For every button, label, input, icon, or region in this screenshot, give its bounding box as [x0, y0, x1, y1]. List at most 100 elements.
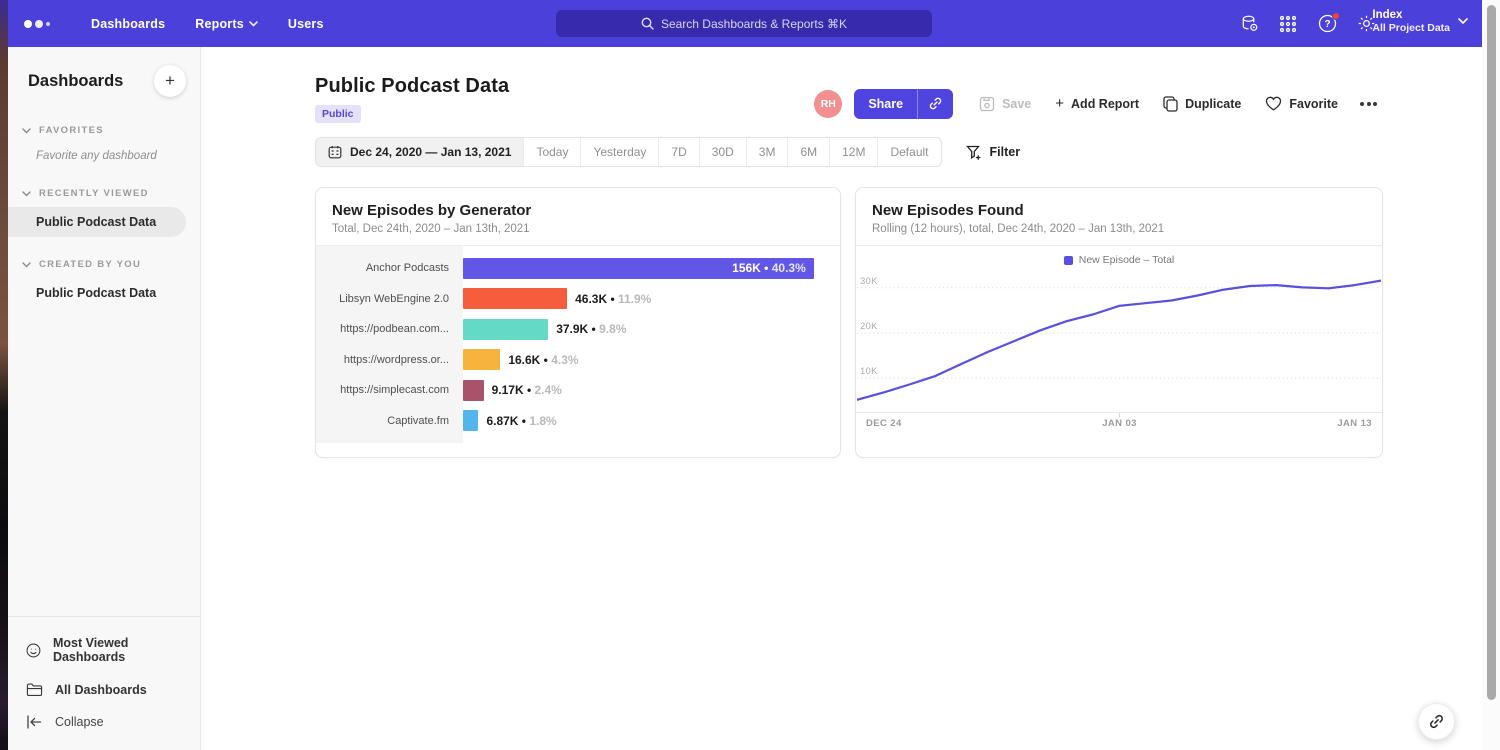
bar-segment[interactable]	[463, 380, 484, 401]
bar-value: 16.6K •	[508, 353, 551, 367]
line-chart-svg: 10K20K30K	[857, 272, 1381, 412]
bar-segment[interactable]	[463, 410, 478, 431]
date-filter-bar: Dec 24, 2020 — Jan 13, 2021 Today Yester…	[315, 137, 1020, 167]
sidebar-item-public-podcast-data[interactable]: Public Podcast Data	[8, 278, 200, 308]
link-icon	[1428, 713, 1445, 730]
chevron-down-icon	[249, 21, 258, 27]
section-favorites-header[interactable]: FAVORITES	[8, 121, 200, 140]
filter-button[interactable]: Filter	[966, 145, 1021, 160]
bar-value-label: 46.3K • 11.9%	[575, 292, 651, 306]
collapse-label: Collapse	[55, 715, 104, 729]
collapse-sidebar-button[interactable]: Collapse	[8, 706, 200, 738]
app-window: Dashboards Reports Users Search Dashboar…	[0, 0, 1500, 750]
dot-icon	[1367, 102, 1371, 106]
scrollbar-track[interactable]	[1482, 0, 1500, 750]
x-tick-jan03: JAN 03	[1102, 418, 1137, 429]
duplicate-button[interactable]: Duplicate	[1151, 88, 1253, 120]
more-options-button[interactable]	[1350, 94, 1383, 114]
most-viewed-dashboards-button[interactable]: Most Viewed Dashboards	[8, 627, 200, 673]
save-label: Save	[1002, 97, 1031, 111]
all-dashboards-button[interactable]: All Dashboards	[8, 673, 200, 706]
card-new-episodes-by-generator[interactable]: New Episodes by Generator Total, Dec 24t…	[315, 187, 841, 458]
bar-row: https://wordpress.or...16.6K • 4.3%	[316, 345, 840, 376]
sidebar-title: Dashboards	[28, 72, 123, 91]
bar-value: 6.87K •	[486, 414, 529, 428]
share-link-button[interactable]	[917, 89, 953, 119]
bar-segment[interactable]: 156K • 40.3%	[463, 258, 814, 279]
legend-swatch	[1064, 256, 1073, 265]
bar-category-label: Anchor Podcasts	[316, 262, 463, 274]
apps-grid-icon[interactable]	[1278, 14, 1298, 34]
preset-6m[interactable]: 6M	[788, 138, 830, 166]
bar-category-label: https://podbean.com...	[316, 323, 463, 335]
bar-segment[interactable]	[463, 288, 567, 309]
add-dashboard-button[interactable]: +	[154, 65, 186, 97]
card-new-episodes-found[interactable]: New Episodes Found Rolling (12 hours), t…	[855, 187, 1383, 458]
bar-percent: 4.3%	[551, 353, 578, 367]
link-icon	[928, 96, 943, 111]
preset-30d[interactable]: 30D	[700, 138, 747, 166]
nav-users[interactable]: Users	[273, 0, 339, 47]
collapse-arrow-icon	[26, 715, 43, 729]
project-scope: All Project Data	[1372, 22, 1450, 35]
filter-label: Filter	[990, 145, 1021, 159]
chevron-down-icon	[22, 262, 31, 268]
line-series[interactable]	[857, 281, 1381, 400]
project-switcher[interactable]: Index All Project Data	[1372, 8, 1468, 36]
bar-segment[interactable]	[463, 319, 548, 340]
bar-value-label: 37.9K • 9.8%	[556, 322, 626, 336]
preset-default[interactable]: Default	[878, 138, 940, 166]
sidebar: Dashboards + FAVORITES Favorite any dash…	[8, 47, 201, 750]
section-recently-viewed-header[interactable]: RECENTLY VIEWED	[8, 184, 200, 203]
favorite-button[interactable]: Favorite	[1253, 88, 1350, 119]
preset-yesterday[interactable]: Yesterday	[581, 138, 659, 166]
nav-dashboards-label: Dashboards	[91, 17, 165, 31]
bar-track: 156K • 40.3%	[463, 258, 840, 279]
x-tick-dec24: DEC 24	[866, 418, 902, 429]
nav-reports[interactable]: Reports	[180, 0, 273, 47]
data-management-icon[interactable]	[1239, 14, 1259, 34]
search-input[interactable]: Search Dashboards & Reports ⌘K	[556, 10, 932, 37]
bar-track: 37.9K • 9.8%	[463, 319, 840, 340]
smiley-icon	[26, 642, 41, 659]
date-range-button[interactable]: Dec 24, 2020 — Jan 13, 2021	[316, 138, 524, 166]
top-navbar: Dashboards Reports Users Search Dashboar…	[8, 0, 1482, 47]
date-range-label: Dec 24, 2020 — Jan 13, 2021	[350, 145, 511, 159]
share-button[interactable]: Share	[854, 89, 917, 119]
preset-3m[interactable]: 3M	[747, 138, 789, 166]
bar-segment[interactable]	[463, 349, 500, 370]
scrollbar-thumb[interactable]	[1487, 5, 1496, 700]
date-range-segmented-control: Dec 24, 2020 — Jan 13, 2021 Today Yester…	[315, 137, 942, 167]
nav-users-label: Users	[288, 17, 324, 31]
bar-percent: 1.8%	[529, 414, 556, 428]
x-axis-tick	[1119, 413, 1120, 417]
bar-category-label: Libsyn WebEngine 2.0	[316, 293, 463, 305]
help-icon[interactable]: ?	[1317, 14, 1337, 34]
preset-12m[interactable]: 12M	[830, 138, 878, 166]
sidebar-item-public-podcast-data[interactable]: Public Podcast Data	[8, 207, 186, 237]
bar-chart: Anchor Podcasts156K • 40.3% Libsyn WebEng…	[316, 246, 840, 443]
chevron-down-icon	[22, 128, 31, 134]
y-tick-label: 10K	[860, 366, 878, 376]
dot-icon	[1373, 102, 1377, 106]
mixpanel-logo-icon[interactable]	[24, 20, 50, 28]
save-button[interactable]: Save	[967, 88, 1043, 120]
chevron-down-icon	[22, 191, 31, 197]
folder-icon	[26, 682, 43, 697]
plus-icon: +	[1055, 95, 1064, 112]
section-label: FAVORITES	[39, 125, 104, 136]
add-report-button[interactable]: + Add Report	[1043, 87, 1151, 120]
nav-reports-label: Reports	[195, 17, 244, 31]
section-created-by-you: CREATED BY YOU Public Podcast Data	[8, 255, 200, 308]
section-created-by-you-header[interactable]: CREATED BY YOU	[8, 255, 200, 274]
nav-dashboards[interactable]: Dashboards	[76, 0, 180, 47]
add-report-label: Add Report	[1071, 97, 1139, 111]
report-cards: New Episodes by Generator Total, Dec 24t…	[315, 187, 1383, 458]
share-link-fab[interactable]	[1418, 703, 1455, 740]
bar-category-label: Captivate.fm	[316, 415, 463, 427]
avatar[interactable]: RH	[814, 90, 842, 118]
preset-7d[interactable]: 7D	[659, 138, 699, 166]
preset-today[interactable]: Today	[524, 138, 581, 166]
public-badge: Public	[315, 105, 361, 123]
bar-row: https://simplecast.com9.17K • 2.4%	[316, 375, 840, 406]
